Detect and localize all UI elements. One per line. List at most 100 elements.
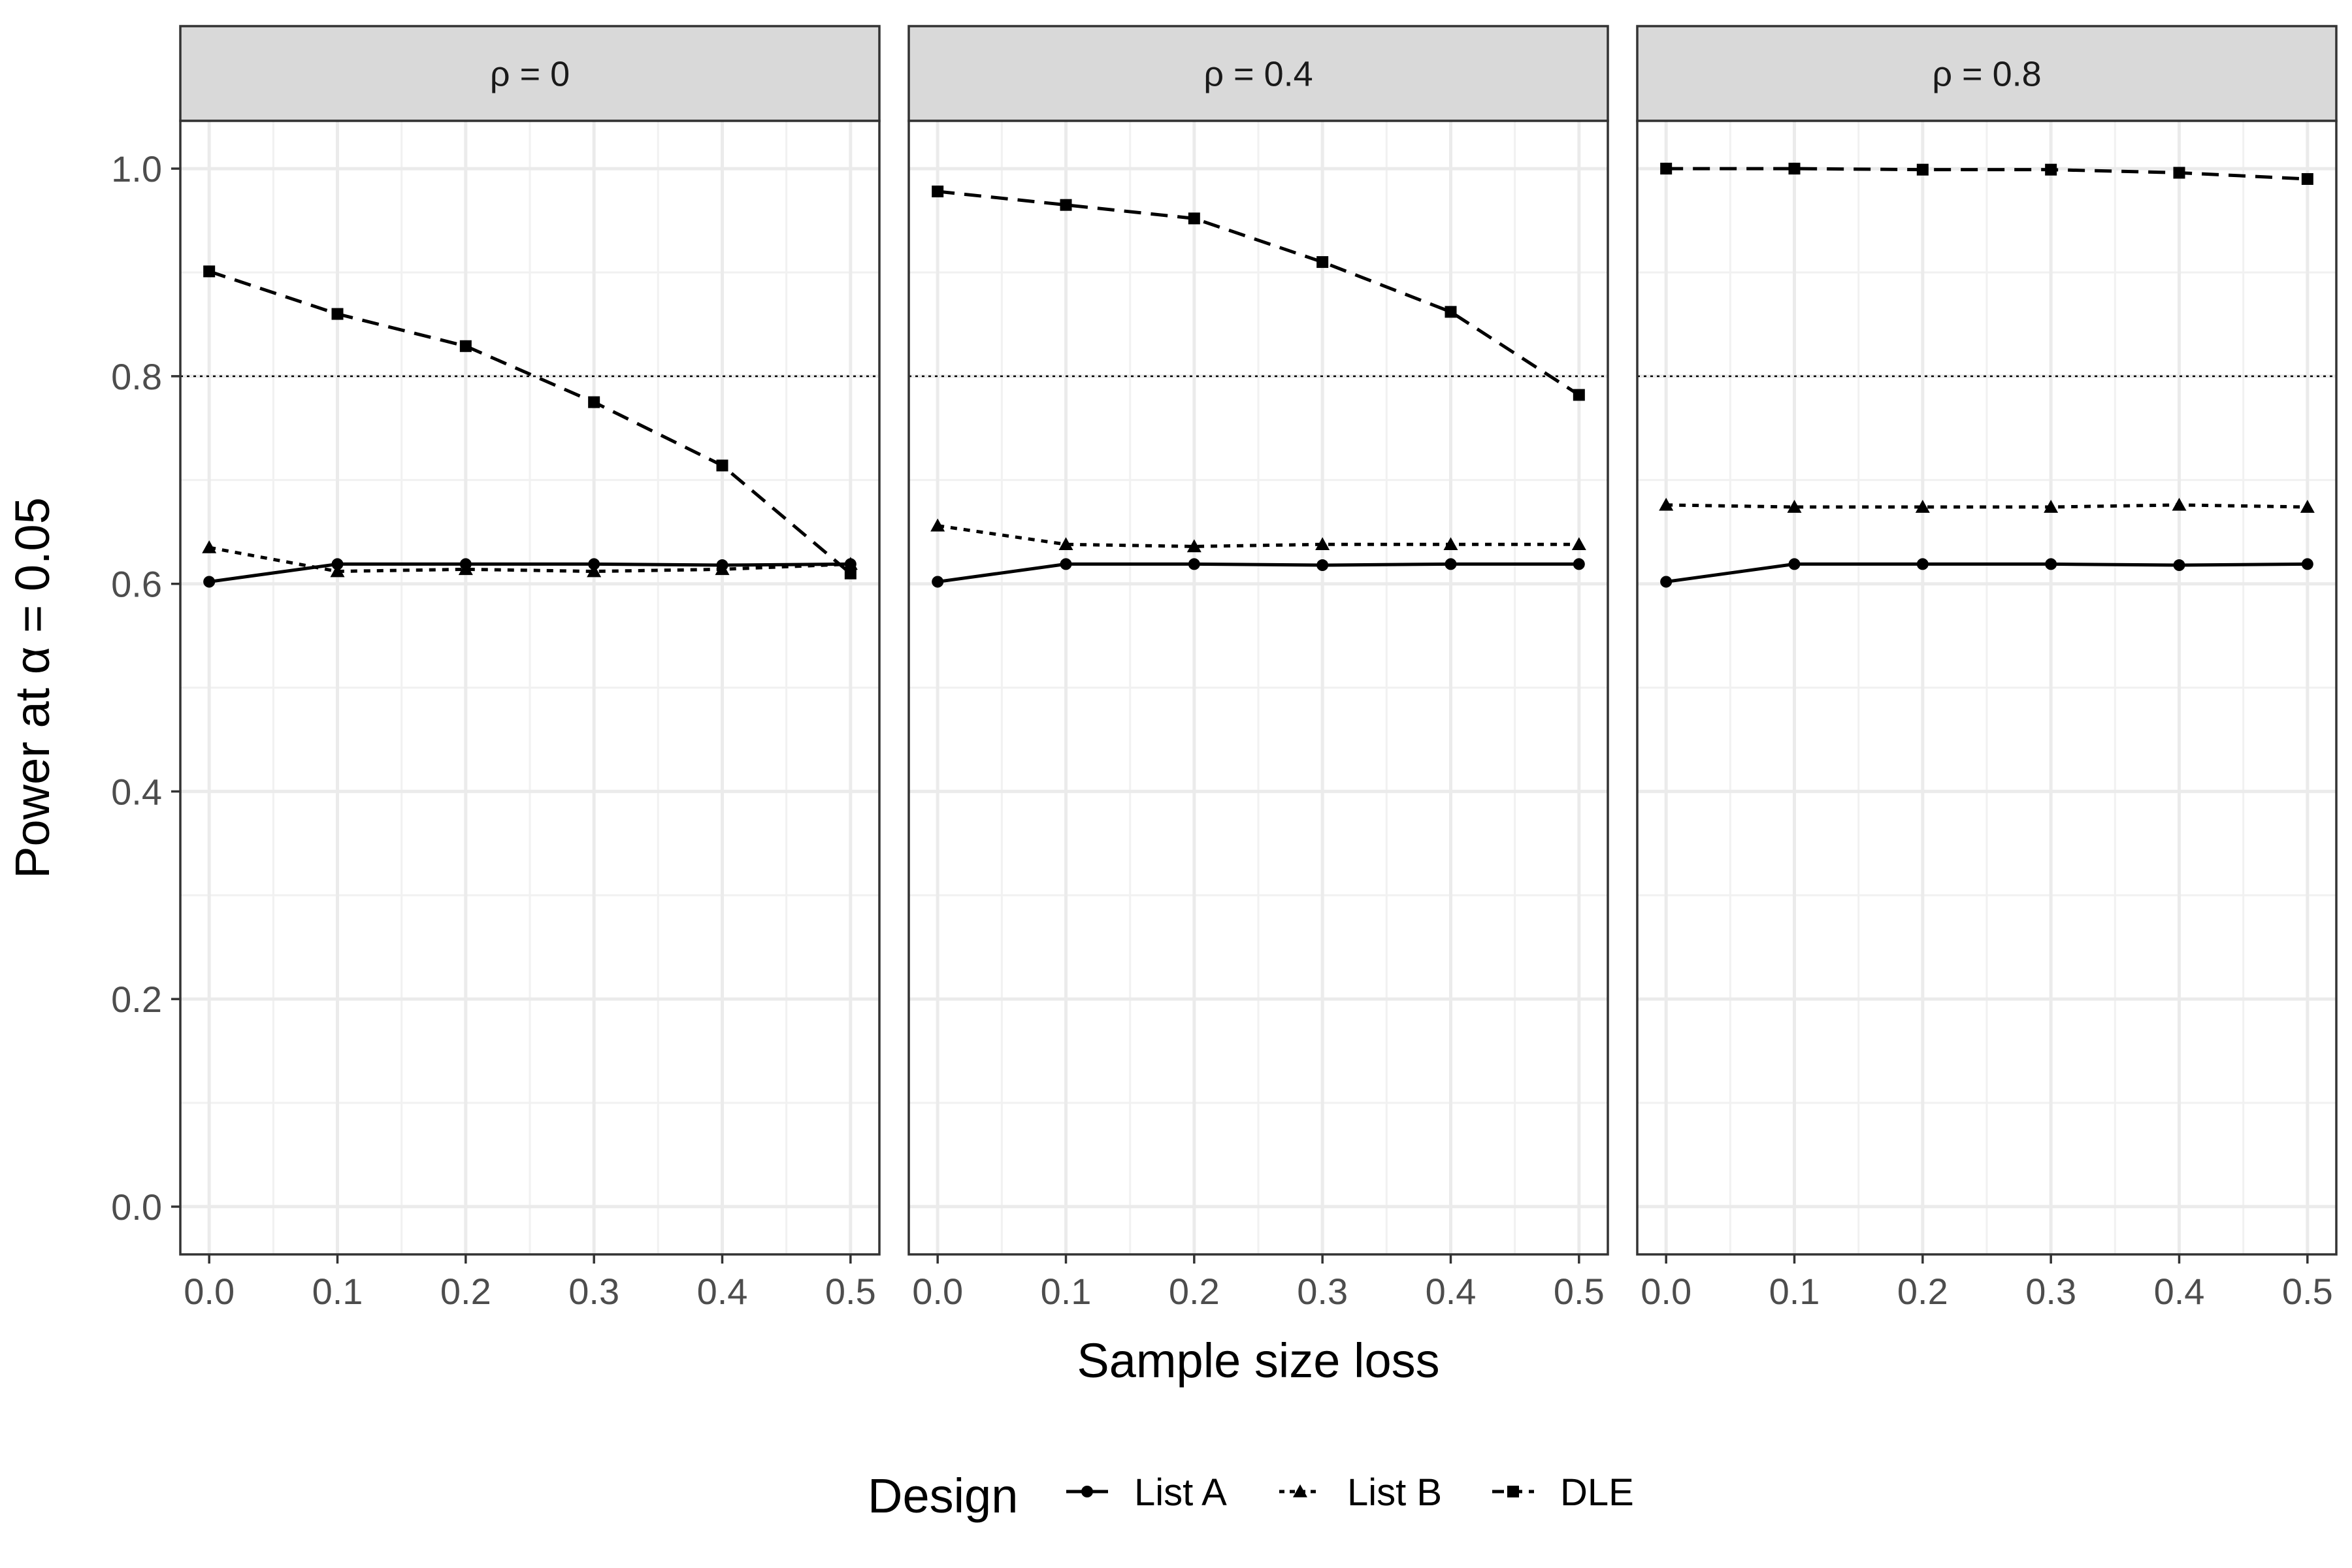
data-point-dle <box>844 567 857 580</box>
data-point-dle <box>203 265 216 278</box>
data-point-dle <box>1060 199 1072 211</box>
legend-label-dle: DLE <box>1560 1471 1634 1514</box>
series-line-list-a <box>937 562 1579 583</box>
data-point-list-b <box>930 518 945 532</box>
panel-strip-label: ρ = 0.8 <box>1932 55 2041 94</box>
data-point-dle <box>1188 212 1200 225</box>
panel-strip <box>1636 25 2338 122</box>
data-point-list-b <box>330 564 345 578</box>
data-point-list-a <box>2045 558 2057 570</box>
legend: Design List A List B DLE <box>868 1469 1634 1523</box>
legend-key-marker-list-b <box>1293 1484 1307 1497</box>
panel-strip <box>907 25 1609 122</box>
x-tick-label: 0.1 <box>1769 1271 1820 1312</box>
panel-strip-label: ρ = 0 <box>490 55 570 94</box>
data-point-dle <box>1660 163 1673 175</box>
series-line-list-b <box>1666 503 2308 509</box>
data-point-list-b <box>2300 500 2315 513</box>
data-point-list-b <box>1787 500 1802 513</box>
data-point-dle <box>331 308 344 320</box>
data-point-list-a <box>331 558 344 570</box>
legend-title: Design <box>868 1469 1018 1523</box>
data-point-list-b <box>587 564 602 578</box>
data-point-dle <box>1445 306 1457 318</box>
x-tick-label: 0.5 <box>1554 1271 1605 1312</box>
x-tick-label: 0.3 <box>1297 1271 1348 1312</box>
series-line-list-a <box>1665 562 2308 583</box>
data-point-list-a <box>2173 559 2185 572</box>
series-line-dle <box>208 270 852 575</box>
x-axis-title: Sample size loss <box>1077 1333 1439 1388</box>
data-point-dle <box>588 396 600 408</box>
data-point-dle <box>2301 172 2313 185</box>
data-point-list-b <box>843 557 858 570</box>
data-point-list-a <box>588 558 600 570</box>
y-tick-label: 0.8 <box>111 356 162 397</box>
panel-border <box>179 120 881 1256</box>
data-point-dle <box>459 340 472 352</box>
y-tick-label: 0.2 <box>111 979 162 1020</box>
panel-border <box>907 120 1609 1256</box>
y-tick-label: 0.0 <box>111 1186 162 1228</box>
x-tick-label: 0.3 <box>568 1271 619 1312</box>
data-point-list-a <box>1660 576 1673 588</box>
panel-3: ρ = 0.8 0.0 0.1 0.2 0.3 0.4 0.5 <box>1636 25 2338 1312</box>
panel-2: ρ = 0.4 0.0 0.1 0.2 0.3 0.4 0.5 <box>907 25 1609 1312</box>
panel-strip <box>179 25 881 122</box>
y-tick-label: 1.0 <box>111 148 162 189</box>
x-tick-label: 0.1 <box>312 1271 363 1312</box>
data-point-list-b <box>1659 497 1674 511</box>
data-point-list-b <box>458 562 473 576</box>
data-point-list-b <box>2044 500 2059 513</box>
panel-strip-label: ρ = 0.4 <box>1203 55 1313 94</box>
data-point-list-a <box>1573 558 1585 570</box>
x-tick-label: 0.0 <box>1641 1271 1691 1312</box>
data-point-list-b <box>715 562 730 576</box>
legend-key-marker-dle <box>1507 1486 1519 1497</box>
data-point-list-b <box>1571 537 1586 551</box>
data-point-list-a <box>203 576 216 588</box>
legend-label-list-b: List B <box>1347 1471 1442 1514</box>
data-point-dle <box>1316 256 1329 269</box>
data-point-dle <box>716 459 728 472</box>
data-point-dle <box>1916 163 1929 176</box>
series-line-dle <box>937 189 1580 397</box>
y-axis-title: Power at α = 0.05 <box>5 497 59 879</box>
x-tick-label: 0.4 <box>2154 1271 2205 1312</box>
legend-key-marker-list-a <box>1081 1486 1093 1497</box>
x-tick-label: 0.1 <box>1041 1271 1092 1312</box>
data-point-dle <box>2045 163 2057 176</box>
data-point-list-a <box>1188 558 1200 570</box>
series-line-list-b <box>937 524 1579 548</box>
data-point-dle <box>1573 389 1585 401</box>
x-tick-label: 0.4 <box>1426 1271 1477 1312</box>
data-point-list-b <box>202 540 217 553</box>
y-tick-label: 0.4 <box>111 771 162 812</box>
x-tick-label: 0.3 <box>2025 1271 2076 1312</box>
legend-label-list-a: List A <box>1134 1471 1227 1514</box>
data-point-list-a <box>1060 558 1072 570</box>
y-tick-label: 0.6 <box>111 564 162 605</box>
x-tick-label: 0.5 <box>2282 1271 2333 1312</box>
data-point-dle <box>932 186 944 198</box>
x-tick-label: 0.2 <box>1169 1271 1220 1312</box>
data-point-list-b <box>1443 537 1458 551</box>
data-point-list-a <box>1445 558 1457 570</box>
data-point-list-a <box>1316 559 1329 572</box>
data-point-list-a <box>1788 558 1801 570</box>
panel-1: ρ = 0 0.0 0.1 0.2 0.3 0.4 0.5 0.0 0.2 0.4 0.6 0.8 1.… <box>111 25 881 1312</box>
data-point-list-a <box>2301 558 2313 570</box>
x-tick-label: 0.2 <box>440 1271 491 1312</box>
data-point-dle <box>2173 167 2185 179</box>
data-point-list-b <box>2172 497 2187 511</box>
data-point-list-b <box>1186 539 1201 553</box>
series-line-list-b <box>208 546 851 574</box>
data-point-list-b <box>1315 537 1330 551</box>
data-point-dle <box>1788 163 1801 175</box>
data-point-list-b <box>1058 537 1073 551</box>
panel-border <box>1636 120 2338 1256</box>
data-point-list-a <box>932 576 944 588</box>
x-tick-label: 0.2 <box>1897 1271 1948 1312</box>
x-tick-label: 0.0 <box>912 1271 963 1312</box>
